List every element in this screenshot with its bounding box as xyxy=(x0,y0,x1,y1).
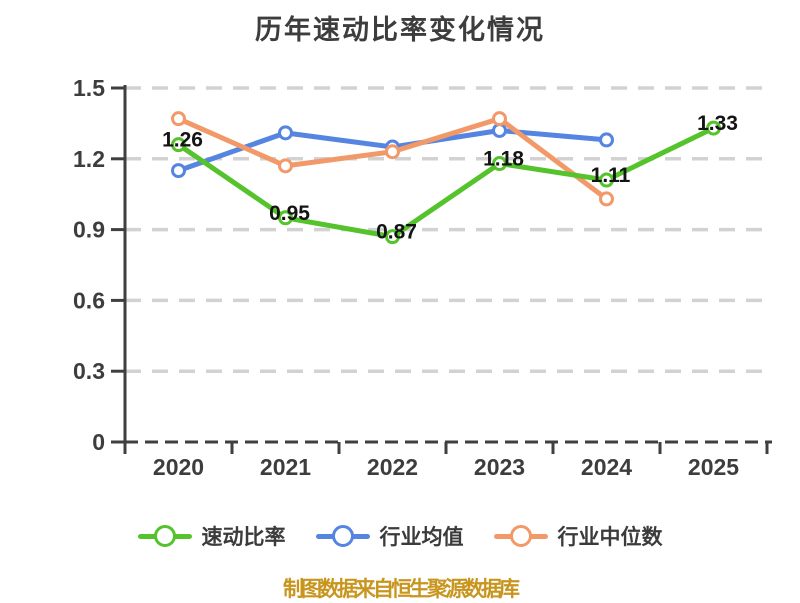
svg-text:0: 0 xyxy=(92,429,105,455)
svg-text:2021: 2021 xyxy=(260,454,311,480)
legend-line-marker-icon xyxy=(493,525,548,547)
svg-text:0.87: 0.87 xyxy=(376,221,417,244)
svg-text:2025: 2025 xyxy=(688,454,739,480)
legend-item-industry-mean[interactable]: 行业均值 xyxy=(315,521,464,551)
svg-text:2024: 2024 xyxy=(581,454,632,480)
svg-text:0.3: 0.3 xyxy=(73,358,105,384)
chart-legend: 速动比率 行业均值 行业中位数 xyxy=(0,521,800,551)
svg-text:0.9: 0.9 xyxy=(73,217,105,243)
svg-text:1.33: 1.33 xyxy=(697,112,738,135)
legend-item-quick-ratio[interactable]: 速动比率 xyxy=(137,521,286,551)
legend-line-marker-icon xyxy=(137,525,192,547)
svg-text:0.95: 0.95 xyxy=(269,202,310,225)
chart-title: 历年速动比率变化情况 xyxy=(255,15,545,45)
svg-text:1.11: 1.11 xyxy=(591,164,631,187)
svg-text:1.2: 1.2 xyxy=(73,146,105,172)
svg-text:0.6: 0.6 xyxy=(73,287,105,313)
legend-label-quick-ratio: 速动比率 xyxy=(201,526,286,549)
svg-text:2023: 2023 xyxy=(474,454,525,480)
legend-line-marker-icon xyxy=(315,525,370,547)
legend-label-industry-median: 行业中位数 xyxy=(557,526,663,549)
data-source-note: 制图数据来自恒生聚源数据库 xyxy=(283,578,520,601)
svg-text:2022: 2022 xyxy=(367,454,418,480)
legend-item-industry-median[interactable]: 行业中位数 xyxy=(493,521,663,551)
svg-text:1.26: 1.26 xyxy=(162,129,203,152)
svg-text:1.5: 1.5 xyxy=(73,75,105,101)
legend-label-industry-mean: 行业均值 xyxy=(379,526,464,549)
svg-text:1.18: 1.18 xyxy=(483,148,524,171)
svg-text:2020: 2020 xyxy=(153,454,204,480)
